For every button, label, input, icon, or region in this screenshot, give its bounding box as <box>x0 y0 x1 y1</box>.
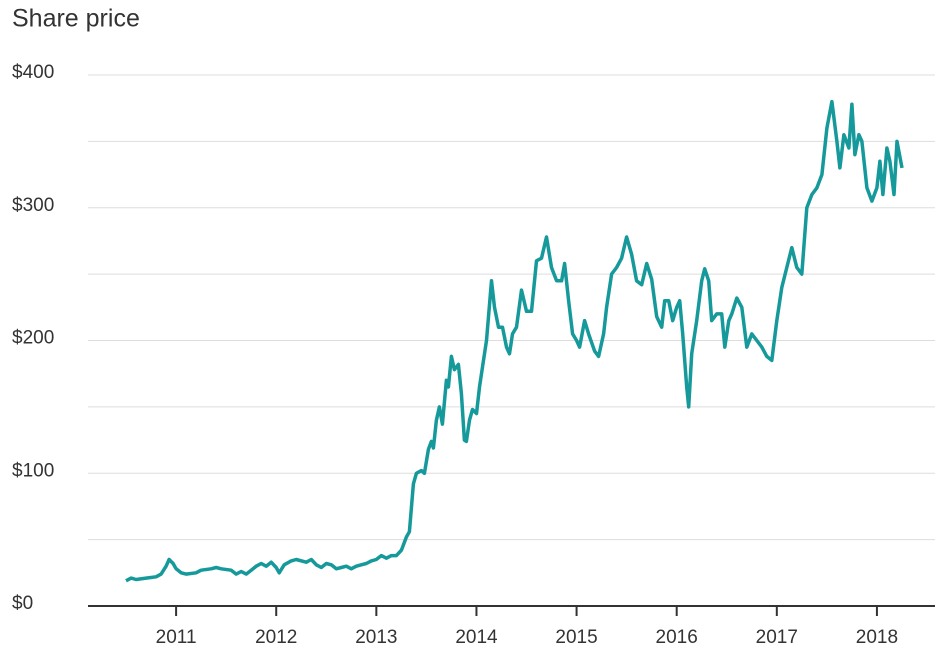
x-tick-label: 2018 <box>856 627 898 648</box>
x-tick-label: 2012 <box>255 627 297 648</box>
y-tick-label: $0 <box>12 593 33 614</box>
x-tick-label: 2017 <box>756 627 798 648</box>
y-tick-label: $300 <box>12 195 54 216</box>
x-tick-label: 2014 <box>455 627 498 648</box>
y-tick-label: $400 <box>12 62 54 83</box>
x-tick-label: 2011 <box>156 627 197 648</box>
price-line <box>125 99 904 583</box>
x-tick-label: 2016 <box>656 627 698 648</box>
y-tick-label: $100 <box>12 460 54 481</box>
x-tick-label: 2015 <box>555 627 597 648</box>
chart-title: Share price <box>12 5 140 33</box>
x-tick-label: 2013 <box>355 627 397 648</box>
y-tick-label: $200 <box>12 328 54 349</box>
